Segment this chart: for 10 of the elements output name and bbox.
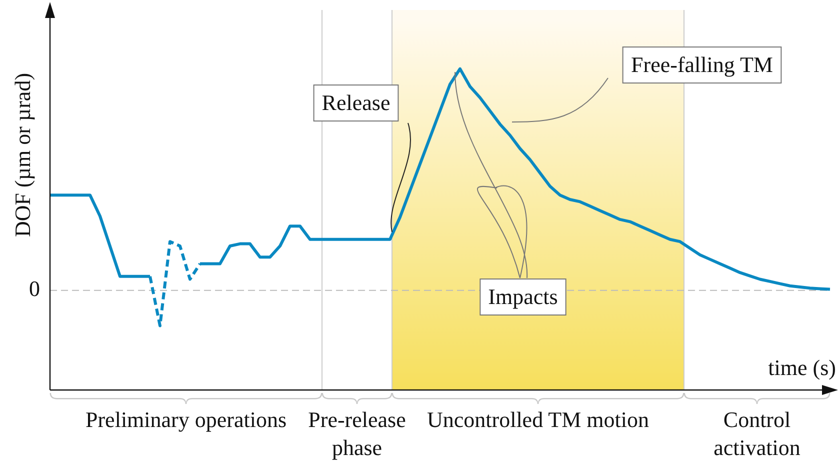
text: Preliminary operations <box>85 406 287 432</box>
text: Control activation <box>714 406 800 460</box>
annotation: Release <box>322 90 390 115</box>
annotation: Impacts <box>488 284 558 309</box>
ref-line-label: 0 <box>29 276 40 302</box>
text: Pre-release phase <box>308 406 406 460</box>
y-axis-title: DOF (µm or µrad) <box>10 72 35 238</box>
x-axis-title: time (s) <box>768 354 836 380</box>
annotation: Free-falling TM <box>631 52 773 77</box>
text: Uncontrolled TM motion <box>426 406 650 432</box>
